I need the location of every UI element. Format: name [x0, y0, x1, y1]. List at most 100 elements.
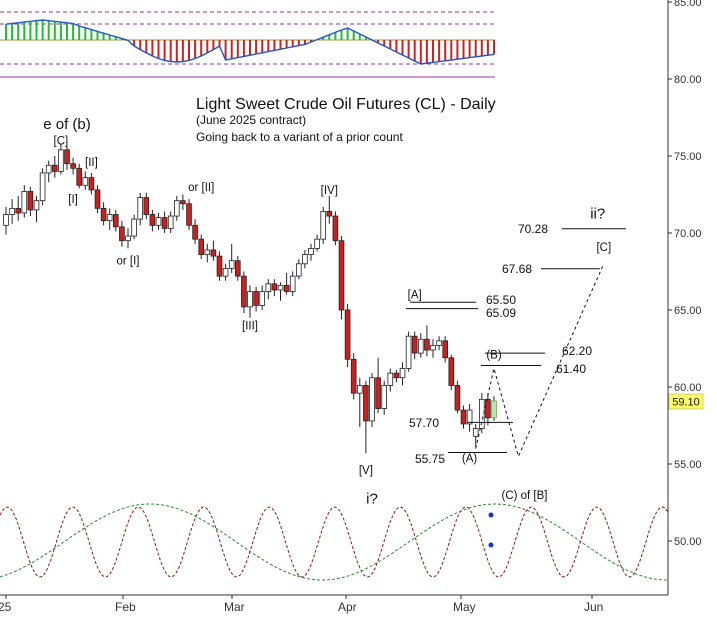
candle-body: [363, 385, 369, 422]
candle: [234, 256, 241, 281]
candle-body: [106, 214, 113, 222]
x-tick-label: Feb: [115, 600, 136, 614]
candle: [27, 186, 34, 217]
candle-body: [52, 164, 58, 172]
candle: [265, 279, 272, 300]
candle-body: [326, 211, 333, 217]
candle: [314, 234, 320, 252]
candle-body: [33, 200, 40, 211]
candle: [222, 263, 229, 281]
candle-body: [210, 249, 217, 257]
candle: [186, 199, 192, 230]
candle-body: [155, 217, 162, 226]
candle-body: [82, 177, 89, 186]
chart-subtitle: (June 2025 contract): [196, 113, 306, 127]
candle-body: [228, 260, 235, 269]
chart-note: Going back to a variant of a prior count: [196, 130, 403, 144]
candle: [82, 171, 89, 190]
candle: [375, 357, 381, 414]
candle: [216, 251, 223, 281]
candle-body: [222, 268, 229, 277]
candle: [9, 199, 15, 224]
candle-body: [289, 275, 296, 292]
candle-body: [405, 335, 412, 369]
candle: [442, 336, 448, 363]
candle: [448, 354, 455, 391]
candle: [113, 209, 119, 232]
candle-body: [39, 172, 46, 202]
candle: [485, 393, 491, 426]
candle-body: [15, 207, 22, 214]
candle-body: [436, 340, 442, 346]
candle: [167, 211, 174, 233]
cycle-short: [0, 506, 669, 578]
y-tick-label: 65.00: [674, 305, 702, 317]
level-label: 57.70: [409, 416, 439, 430]
wave-label: or [I]: [116, 256, 139, 268]
candle-body: [216, 255, 223, 277]
candle-body: [271, 283, 278, 291]
axes: 50.00 55.00 60.00 65.00 70.00 75.00 80.00 85.00…: [0, 0, 702, 614]
candle-body: [375, 377, 381, 409]
candle: [478, 393, 485, 434]
wave-label: [C]: [596, 242, 611, 254]
wave-label: e of (b): [43, 116, 91, 133]
candle: [131, 214, 137, 240]
wave-label: [I]: [68, 194, 78, 206]
candle-body: [460, 409, 467, 425]
wave-label: (C) of [B]: [501, 490, 547, 502]
candle: [491, 396, 497, 421]
candle: [33, 196, 40, 223]
candle: [466, 403, 473, 432]
candle-body: [314, 238, 320, 249]
candle: [363, 380, 369, 454]
candle: [283, 273, 290, 295]
candle-body: [448, 357, 455, 386]
wave-label: [III]: [242, 320, 258, 332]
candle-body: [149, 214, 156, 226]
candle-body: [253, 291, 259, 306]
candle-body: [320, 211, 326, 240]
candle-body: [167, 215, 174, 229]
wave-label: (B): [486, 350, 502, 362]
candle-body: [70, 163, 76, 169]
candle-body: [58, 149, 64, 172]
wave-labels: e of (b) [C] [II] [I] or [II] or [I] [III] [IV]…: [43, 116, 611, 507]
candle-body: [478, 398, 485, 429]
candle: [70, 157, 76, 175]
candle-body: [45, 164, 52, 174]
candle: [173, 196, 180, 221]
candle-body: [332, 215, 339, 242]
candle: [338, 236, 345, 320]
candle: [241, 271, 247, 314]
wave-label: [II]: [85, 157, 98, 169]
candle-body: [64, 149, 70, 165]
candle: [399, 362, 406, 386]
candle-body: [180, 200, 186, 205]
candle: [381, 380, 387, 415]
candle-body: [143, 197, 150, 215]
candle: [15, 196, 22, 221]
level-label: 70.28: [518, 222, 548, 236]
y-tick-label: 80.00: [674, 74, 702, 86]
candle: [106, 208, 113, 230]
candle-body: [161, 217, 168, 229]
oscillator-panel: [0, 11, 495, 78]
x-tick-label: Mar: [224, 600, 245, 614]
candle: [39, 168, 46, 206]
candle: [125, 228, 131, 249]
candle-body: [466, 409, 473, 425]
candle-body: [247, 291, 253, 308]
candle-body: [265, 283, 272, 292]
candle: [143, 192, 150, 220]
y-tick-label: 70.00: [674, 228, 702, 240]
candle-body: [485, 398, 491, 419]
projection-line: [475, 263, 605, 458]
wave-label: (A): [462, 453, 478, 465]
candle: [253, 286, 259, 312]
candle-body: [295, 263, 302, 277]
candle: [119, 220, 125, 247]
level-label: 67.68: [502, 262, 532, 276]
